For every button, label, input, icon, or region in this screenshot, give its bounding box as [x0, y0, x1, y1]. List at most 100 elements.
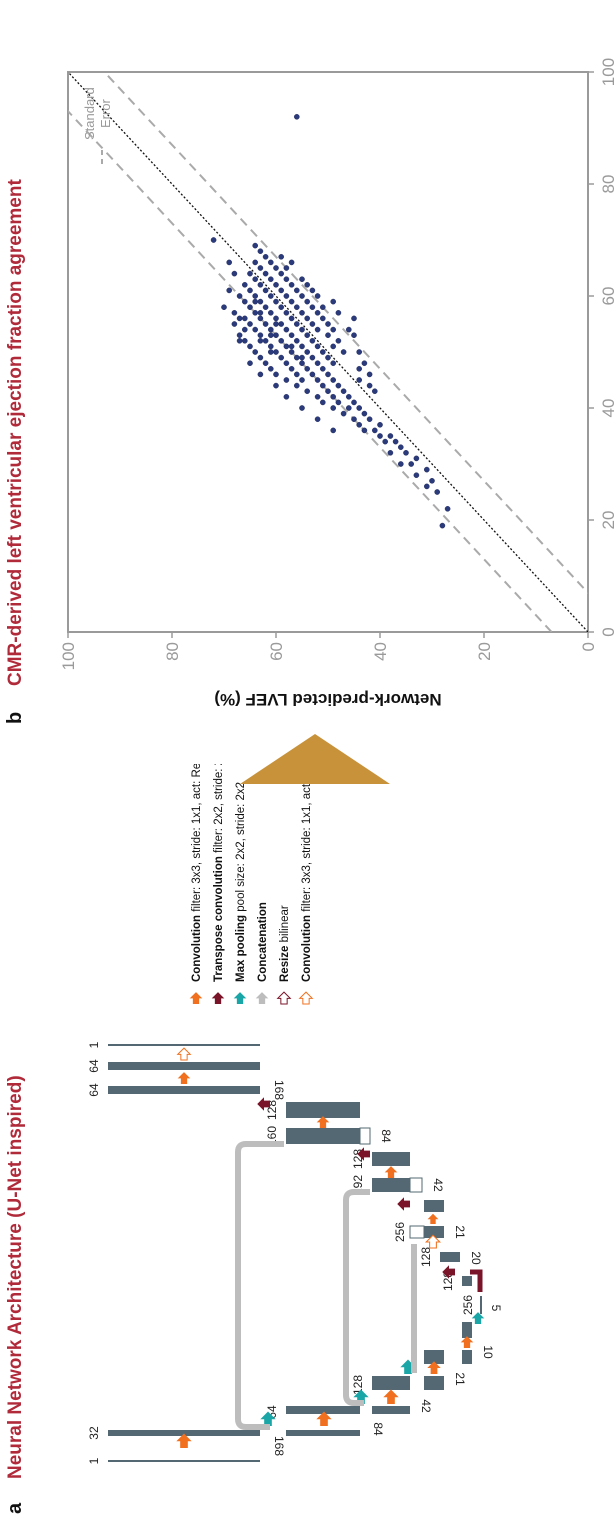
label-ch-1-out: 1: [87, 1041, 101, 1048]
legend-item-3: Concatenation: [257, 902, 269, 982]
data-point-71: [283, 343, 290, 350]
data-point-126: [278, 287, 284, 294]
data-point-22: [351, 416, 357, 423]
data-point-119: [241, 298, 248, 305]
transpose-arrow-168: [257, 1097, 270, 1111]
data-point-62: [340, 349, 347, 355]
conv-arrow-up21: [427, 1213, 439, 1224]
data-point-159: [330, 427, 337, 434]
fmap-up2: [440, 1252, 460, 1262]
data-point-84: [257, 332, 264, 339]
label-size-5: 5: [489, 1305, 503, 1312]
data-point-48: [319, 365, 326, 372]
data-point-28: [351, 399, 357, 406]
data-point-173: [304, 281, 311, 288]
data-point-140: [257, 265, 264, 271]
legend-marker-0: [189, 992, 203, 1004]
data-point-175: [319, 304, 326, 311]
data-point-107: [267, 309, 274, 316]
transpose-arrow-84: [357, 1147, 370, 1161]
label-size-10: 10: [481, 1345, 495, 1359]
data-point-63: [319, 349, 326, 355]
data-point-18: [361, 427, 368, 434]
data-point-184: [267, 332, 274, 339]
legend-error-text: Error: [98, 98, 113, 128]
data-point-66: [273, 349, 279, 355]
data-point-23: [361, 410, 368, 417]
data-point-6: [423, 466, 430, 473]
data-point-90: [267, 326, 274, 333]
data-point-44: [325, 371, 331, 378]
data-point-103: [241, 315, 248, 322]
y-tick-label-80: 80: [163, 642, 182, 661]
data-point-55: [283, 360, 290, 367]
fmap-cat256-skip: [409, 1225, 425, 1239]
fmap-cat160: [286, 1128, 360, 1144]
skip-connection-168: [235, 1141, 284, 1430]
identity-line: [68, 72, 588, 632]
fmap-cat192-skip: [409, 1177, 423, 1193]
label-ch-1: 1: [87, 1457, 101, 1464]
conv-arrow-21: [427, 1361, 441, 1374]
data-point-123: [252, 293, 258, 299]
data-point-157: [299, 405, 305, 411]
fmap-up1: [462, 1276, 472, 1286]
fmap-cat256: [424, 1226, 444, 1238]
data-point-100: [288, 315, 295, 322]
data-point-54: [299, 360, 305, 367]
data-point-182: [236, 315, 243, 322]
data-point-56: [262, 360, 269, 367]
data-point-171: [330, 298, 337, 305]
legend-item-1: Transpose convolution filter: 2x2, strid…: [213, 764, 225, 982]
data-point-65: [288, 349, 295, 355]
data-point-114: [247, 304, 253, 311]
data-point-187: [252, 298, 258, 305]
data-point-153: [247, 360, 253, 367]
fmap-out64b: [108, 1062, 260, 1070]
data-point-94: [293, 321, 300, 327]
fmap-output: [108, 1044, 260, 1046]
conv-arrow-42: [383, 1389, 399, 1404]
data-point-79: [241, 337, 248, 344]
data-point-158: [314, 416, 321, 423]
panel-b-title: CMR-derived left ventricular ejection fr…: [5, 179, 26, 686]
y-axis-label: Network-predicted LVEF (%): [214, 690, 441, 709]
data-point-17: [371, 427, 378, 434]
data-point-110: [309, 304, 316, 311]
data-point-136: [278, 270, 284, 277]
data-point-120: [299, 293, 305, 299]
data-point-188: [288, 343, 295, 350]
data-point-161: [345, 326, 352, 333]
data-point-88: [299, 326, 305, 333]
data-point-142: [252, 259, 258, 266]
transpose-conv-bottom: [470, 1269, 483, 1292]
data-point-176: [309, 287, 316, 294]
legend-marker-2: [233, 992, 247, 1004]
data-point-92: [325, 321, 331, 327]
fmap-10: [462, 1350, 472, 1364]
data-point-91: [252, 326, 258, 333]
data-point-143: [262, 253, 269, 260]
data-point-93: [309, 321, 316, 327]
data-point-149: [226, 287, 232, 294]
data-point-35: [325, 388, 331, 395]
data-point-37: [335, 382, 342, 389]
data-point-124: [236, 293, 243, 299]
data-point-20: [356, 421, 363, 428]
data-point-58: [309, 354, 316, 361]
conv-arrow-out1: [177, 1072, 191, 1084]
data-point-174: [299, 276, 305, 283]
fmap-up4: [372, 1152, 410, 1166]
x-tick-label-60: 60: [599, 287, 616, 306]
conv-arrow-up42: [384, 1166, 398, 1178]
data-point-31: [345, 393, 352, 400]
data-point-166: [366, 371, 373, 378]
data-point-144: [257, 248, 264, 255]
fmap-256a: [424, 1376, 444, 1390]
label-ch-64-out2: 64: [87, 1059, 101, 1073]
data-point-45: [309, 371, 316, 378]
data-point-105: [299, 309, 305, 316]
data-point-165: [356, 365, 363, 372]
data-point-190: [293, 113, 300, 120]
